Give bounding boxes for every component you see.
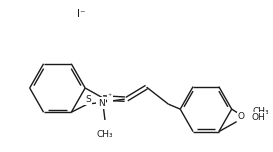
Text: CH₃: CH₃ xyxy=(97,130,113,139)
Text: OH: OH xyxy=(251,113,265,122)
Text: ⁺: ⁺ xyxy=(108,93,112,102)
Text: N: N xyxy=(98,98,104,107)
Text: CH₃: CH₃ xyxy=(253,107,269,116)
Text: S: S xyxy=(85,95,91,104)
Text: O: O xyxy=(237,112,244,121)
Text: I⁻: I⁻ xyxy=(77,9,85,19)
